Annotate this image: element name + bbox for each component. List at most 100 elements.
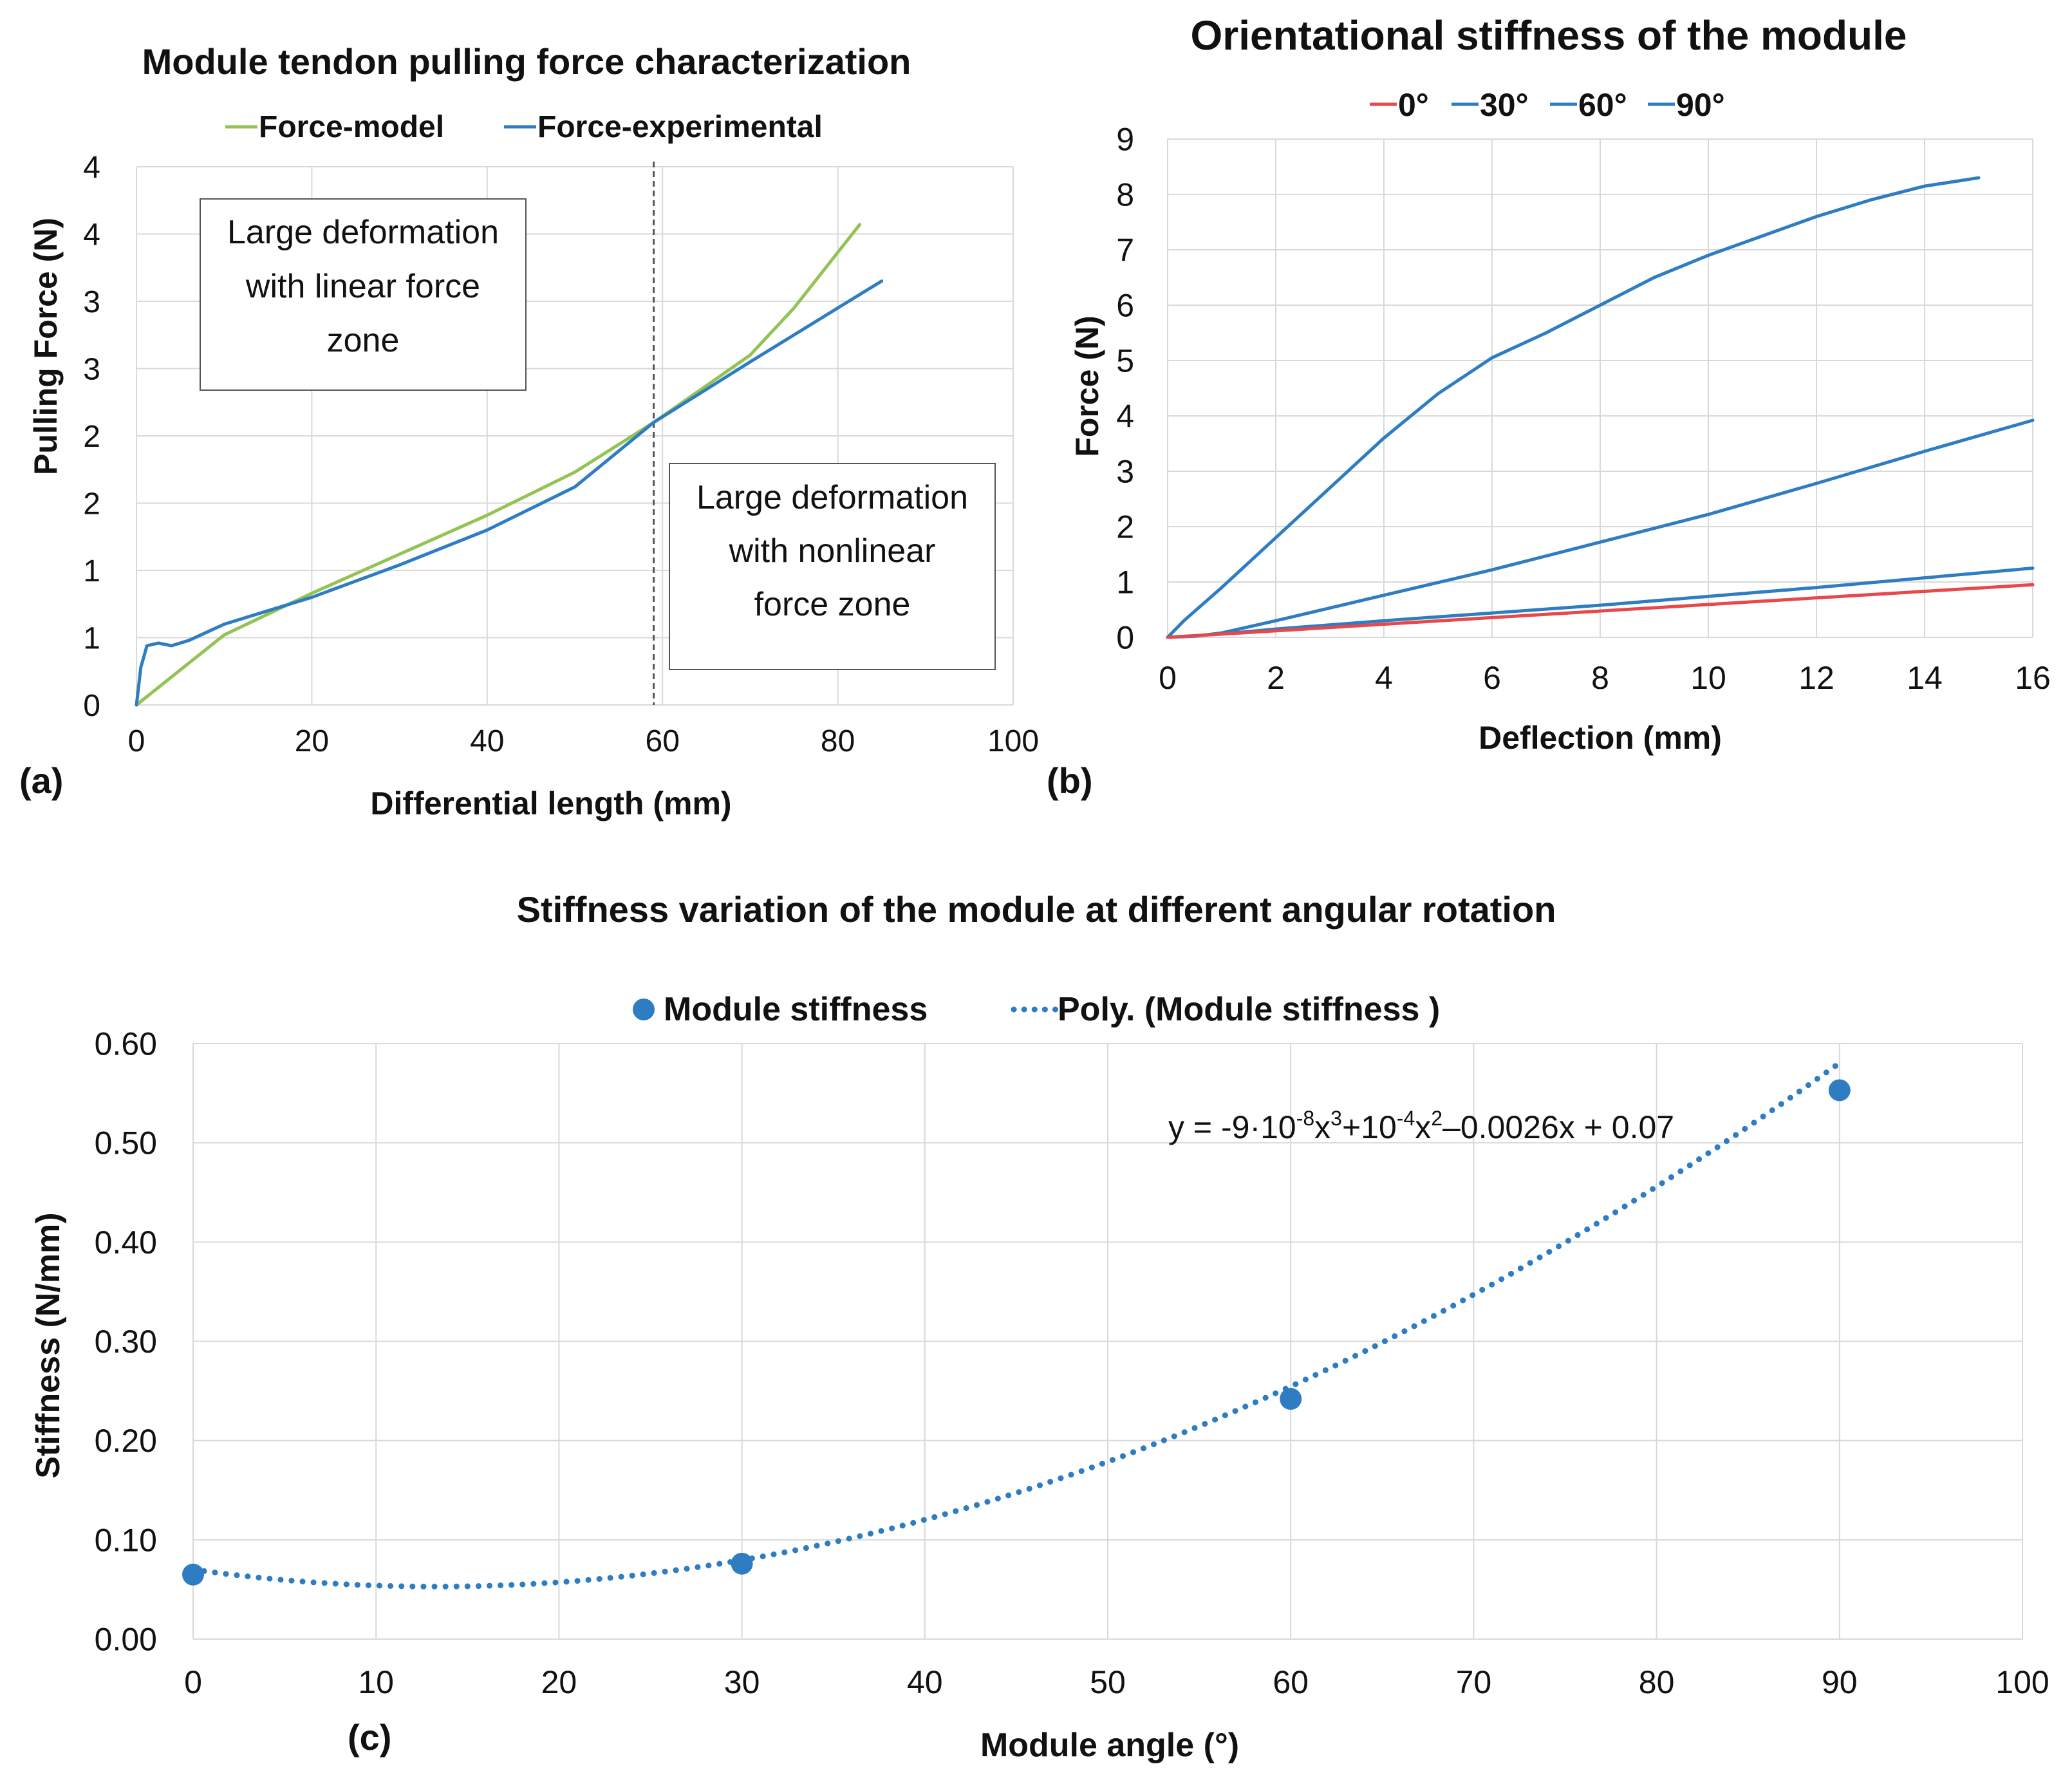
series-line-0deg [1166,583,2035,639]
x-tick-label: 20 [295,724,329,758]
y-tick-label: 6 [1116,288,1134,324]
legend-label-force-model: Force-model [259,110,444,144]
y-tick-label: 2 [83,420,100,454]
legend-label-force-experimental: Force-experimental [537,110,823,144]
y-tick-label: 3 [1116,454,1134,490]
equation-exp-1: -8 [1296,1107,1314,1130]
x-tick-label: 12 [1798,660,1834,696]
equation-part-2: x [1314,1109,1330,1145]
data-point-module-stiffness [731,1552,753,1575]
panel-c-series [182,1060,1851,1590]
panel-c-legend: Module stiffness Poly. (Module stiffness… [633,991,1440,1028]
x-tick-label: 40 [470,724,504,758]
panel-a-x-ticks: 0 20 40 60 80 100 [128,724,1039,758]
x-tick-label: 16 [2015,660,2051,696]
panel-a-y-axis-title: Pulling Force (N) [28,218,64,475]
x-tick-label: 30 [724,1664,760,1700]
panel-b-title: Orientational stiffness of the module [1191,12,1907,59]
panel-a-y-ticks: 0 1 1 2 2 3 3 4 4 [83,151,100,723]
equation-exp-2: 3 [1330,1107,1342,1130]
panel-b-x-axis-title: Deflection (mm) [1479,720,1722,756]
panel-b: Orientational stiffness of the module 0°… [1047,12,2051,801]
y-tick-label: 5 [1116,343,1134,379]
x-tick-label: 10 [1690,660,1726,696]
legend-label-90deg: 90° [1676,87,1725,123]
panel-c-x-axis-title: Module angle (°) [980,1727,1239,1764]
y-tick-label: 0.10 [95,1522,157,1558]
panel-b-gridlines [1167,138,2033,638]
x-tick-label: 100 [987,724,1039,758]
y-tick-label: 0 [1116,620,1134,656]
panel-b-label: (b) [1047,760,1093,801]
y-tick-label: 0.30 [95,1324,157,1360]
panel-c-title: Stiffness variation of the module at dif… [517,889,1556,930]
y-tick-label: 4 [83,151,100,185]
trendline-equation: y = -9·10-8x3+10-4x2–0.0026x + 0.07 [1168,1107,1674,1145]
panel-c-label: (c) [348,1717,391,1758]
x-tick-label: 10 [358,1664,394,1700]
y-tick-label: 4 [83,218,100,252]
panel-a-x-axis-title: Differential length (mm) [370,785,731,821]
legend-label-60deg: 60° [1578,87,1627,123]
x-tick-label: 70 [1456,1664,1492,1700]
annotation-box-nonlinear [669,463,996,670]
panel-a-annotations: Large deformation with linear force zone… [200,162,996,705]
series-line-force-model [135,223,862,707]
annotation-linear-line2: with linear force [245,268,480,305]
legend-label-module-stiffness: Module stiffness [664,991,928,1028]
x-tick-label: 100 [1995,1664,2049,1700]
y-tick-label: 9 [1116,122,1134,158]
x-tick-label: 8 [1591,660,1609,696]
y-tick-label: 0.20 [95,1423,157,1459]
legend-label-0deg: 0° [1398,87,1429,123]
y-tick-label: 3 [83,285,100,319]
annotation-nonlinear-line2: with nonlinear [729,532,936,570]
legend-label-poly-trendline: Poly. (Module stiffness ) [1058,991,1440,1028]
panel-c-x-ticks: 0 10 20 30 40 50 60 70 80 90 100 [184,1664,2049,1700]
equation-part-4: x [1415,1109,1431,1145]
y-tick-label: 1 [83,621,100,655]
data-point-module-stiffness [1280,1387,1302,1410]
y-tick-label: 2 [83,487,100,521]
panel-a: Module tendon pulling force characteriza… [19,41,1039,821]
x-tick-label: 50 [1090,1664,1126,1700]
panel-c: Stiffness variation of the module at dif… [30,889,2049,1764]
y-tick-label: 3 [83,352,100,386]
panel-c-y-axis-title: Stiffness (N/mm) [30,1212,67,1478]
legend-label-30deg: 30° [1480,87,1529,123]
x-tick-label: 20 [541,1664,577,1700]
panel-a-legend: Force-model Force-experimental [225,110,823,144]
panel-b-x-ticks: 0 2 4 6 8 10 12 14 16 [1159,660,2051,696]
panel-a-series [135,223,884,707]
x-tick-label: 90 [1822,1664,1858,1700]
annotation-nonlinear-line1: Large deformation [696,479,968,516]
annotation-box-linear [200,198,527,391]
y-tick-label: 0.40 [95,1224,157,1261]
y-tick-label: 7 [1116,232,1134,268]
legend-marker-module-stiffness [633,999,655,1020]
y-tick-label: 1 [83,554,100,588]
y-tick-label: 0.50 [95,1125,157,1161]
equation-exp-4: 2 [1431,1107,1442,1130]
annotation-nonlinear-line3: force zone [754,586,911,623]
y-tick-label: 8 [1116,177,1134,213]
x-tick-label: 80 [1639,1664,1675,1700]
x-tick-label: 0 [184,1664,202,1700]
equation-part-3: +10 [1342,1109,1397,1145]
y-tick-label: 2 [1116,509,1134,545]
annotation-linear-line3: zone [327,322,400,359]
x-tick-label: 0 [1159,660,1177,696]
data-point-module-stiffness [182,1563,204,1586]
x-tick-label: 40 [907,1664,943,1700]
x-tick-label: 80 [821,724,855,758]
panel-b-y-axis-title: Force (N) [1069,315,1105,456]
series-line-force-experimental [135,279,884,707]
y-tick-label: 0.00 [95,1622,157,1658]
series-line-90deg [1166,176,1981,639]
panel-a-gridlines [136,166,1014,706]
y-tick-label: 0.60 [95,1026,157,1062]
x-tick-label: 14 [1907,660,1943,696]
panel-a-title: Module tendon pulling force characteriza… [142,41,911,82]
panel-c-y-ticks: 0.00 0.10 0.20 0.30 0.40 0.50 0.60 [95,1026,157,1658]
